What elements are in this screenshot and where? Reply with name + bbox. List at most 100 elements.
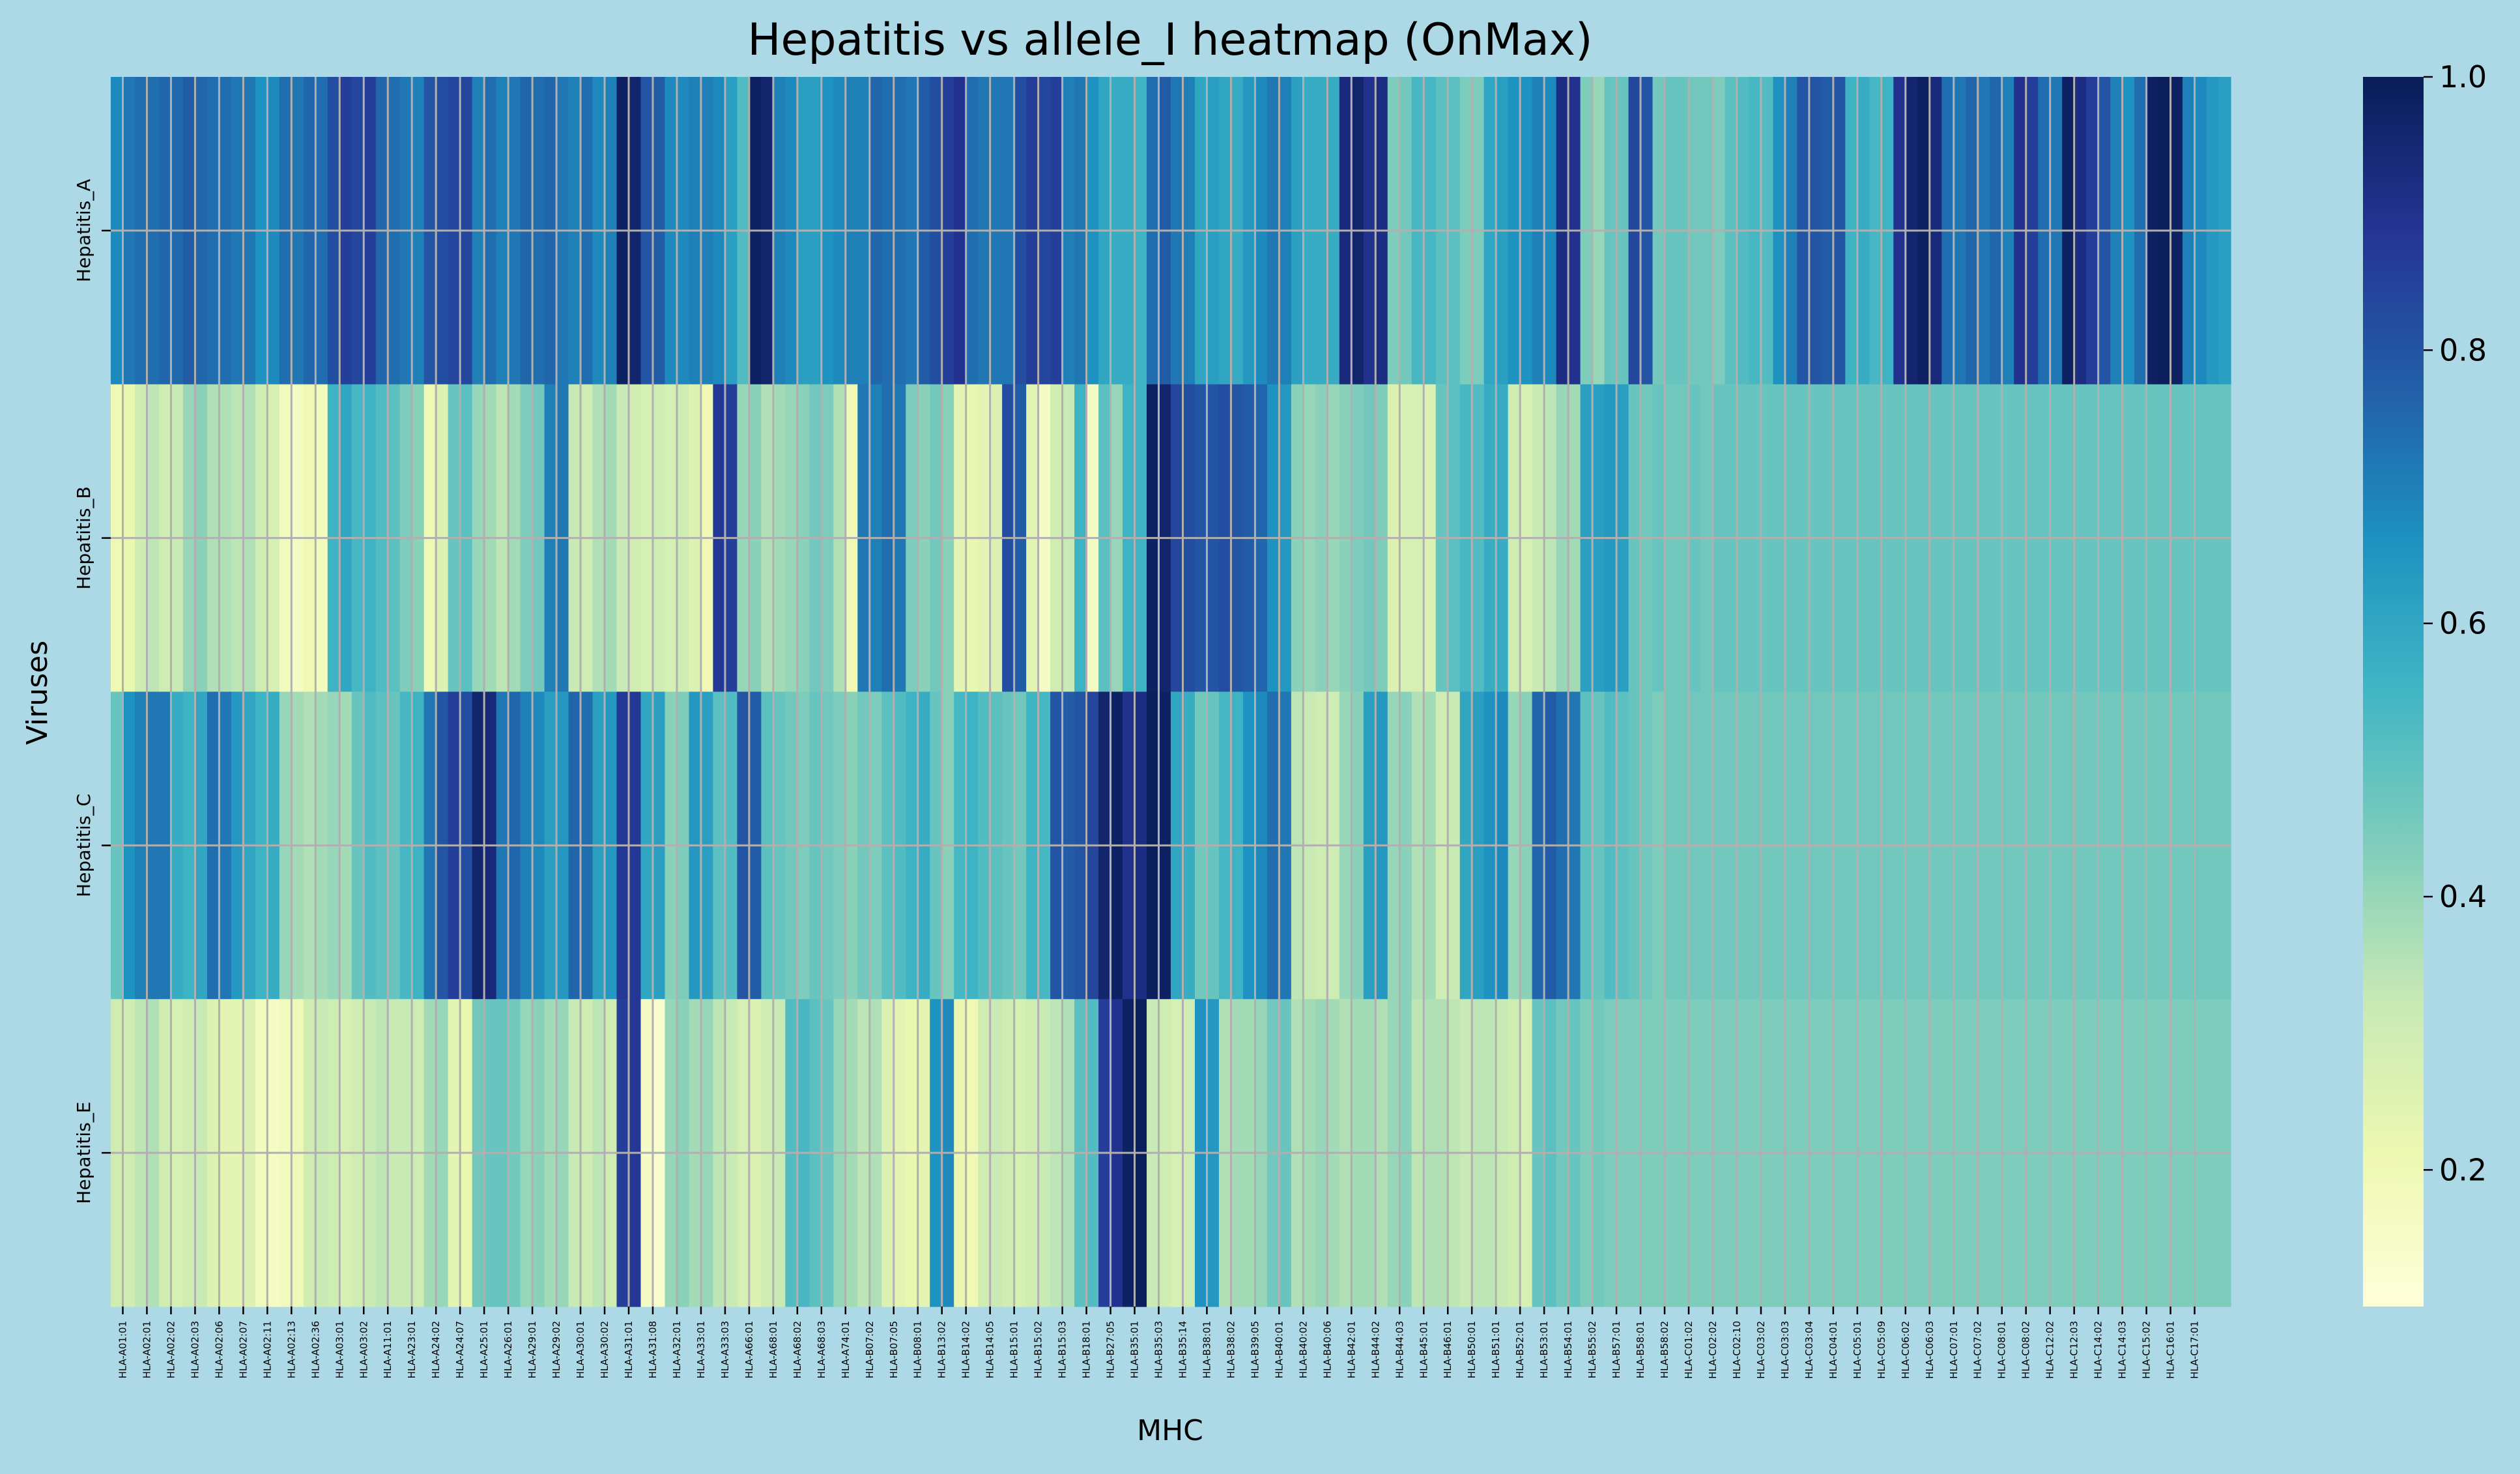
x-tick-label: HLA-A23:01: [406, 1321, 418, 1378]
x-tick-label: HLA-A03:01: [334, 1321, 345, 1378]
colorbar-tick-label: 0.2: [2439, 1152, 2487, 1187]
x-tick-label: HLA-A32:01: [671, 1321, 683, 1378]
x-tick-label: HLA-B38:01: [1201, 1321, 1212, 1378]
x-tick-label: HLA-C06:03: [1924, 1321, 1936, 1379]
x-tick-label: HLA-A02:01: [141, 1321, 152, 1378]
x-tick-label: HLA-B40:02: [1297, 1321, 1309, 1378]
x-tick-label: HLA-A02:03: [189, 1321, 201, 1378]
x-tick-label: HLA-B50:01: [1466, 1321, 1478, 1378]
x-tick-label: HLA-C14:03: [2117, 1321, 2128, 1379]
x-tick-label: HLA-C14:02: [2093, 1321, 2104, 1379]
x-tick-label: HLA-B38:02: [1225, 1321, 1237, 1378]
x-tick-label: HLA-B15:02: [1033, 1321, 1044, 1378]
x-tick-label: HLA-C03:03: [1779, 1321, 1791, 1379]
x-tick-label: HLA-A11:01: [382, 1321, 394, 1378]
x-tick-label: HLA-A31:08: [647, 1321, 659, 1378]
y-tick-label: Hepatitis_C: [73, 794, 94, 897]
x-tick-label: HLA-C07:01: [1948, 1321, 1960, 1379]
x-tick-label: HLA-B54:01: [1562, 1321, 1574, 1378]
x-tick-label: HLA-C15:02: [2141, 1321, 2153, 1379]
x-tick-label: HLA-B51:01: [1490, 1321, 1502, 1378]
x-tick-label: HLA-B46:01: [1442, 1321, 1453, 1378]
x-tick-label: HLA-B35:14: [1177, 1321, 1188, 1378]
x-tick-label: HLA-B14:02: [960, 1321, 972, 1378]
x-tick-label: HLA-B07:05: [888, 1321, 900, 1378]
colorbar-tick-label: 0.8: [2439, 332, 2487, 368]
x-tick-label: HLA-C16:01: [2165, 1321, 2177, 1379]
x-tick-label: HLA-A33:03: [719, 1321, 731, 1378]
colorbar-tick-label: 0.4: [2439, 879, 2487, 914]
x-tick-label: HLA-A25:01: [478, 1321, 490, 1378]
x-tick-label: HLA-A29:01: [526, 1321, 538, 1378]
x-tick-label: HLA-B44:03: [1394, 1321, 1405, 1378]
x-tick-label: HLA-A02:13: [285, 1321, 297, 1378]
x-tick-label: HLA-C08:02: [2020, 1321, 2032, 1379]
x-tick-label: HLA-A30:02: [599, 1321, 610, 1378]
x-tick-label: HLA-A03:02: [358, 1321, 369, 1378]
x-tick-label: HLA-B15:03: [1057, 1321, 1068, 1378]
x-tick-label: HLA-A24:02: [430, 1321, 442, 1378]
x-tick-label: HLA-C03:02: [1755, 1321, 1767, 1379]
x-tick-label: HLA-B13:02: [936, 1321, 948, 1378]
x-tick-label: HLA-A26:01: [502, 1321, 514, 1378]
x-tick-label: HLA-B52:01: [1514, 1321, 1526, 1378]
x-tick-label: HLA-B07:02: [864, 1321, 876, 1378]
x-axis-ticks: HLA-A01:01 HLA-A02:01 HLA-A02:02 HLA-A02:03…: [117, 1307, 2201, 1379]
x-tick-label: HLA-A02:36: [309, 1321, 321, 1378]
x-tick-label: HLA-B40:06: [1321, 1321, 1333, 1378]
x-tick-label: HLA-C08:01: [1996, 1321, 2008, 1379]
x-tick-label: HLA-B45:01: [1418, 1321, 1429, 1378]
x-tick-label: HLA-A68:02: [792, 1321, 803, 1378]
x-tick-label: HLA-A02:11: [261, 1321, 273, 1378]
x-tick-label: HLA-C12:02: [2044, 1321, 2056, 1379]
x-tick-label: HLA-C03:04: [1803, 1321, 1815, 1379]
x-tick-label: HLA-A02:07: [237, 1321, 249, 1378]
x-tick-label: HLA-A29:02: [551, 1321, 562, 1378]
x-tick-label: HLA-B57:01: [1611, 1321, 1622, 1378]
x-tick-label: HLA-B15:01: [1009, 1321, 1020, 1378]
x-tick-label: HLA-A33:01: [695, 1321, 707, 1378]
colorbar-tick-label: 1.0: [2439, 59, 2487, 94]
x-tick-label: HLA-A02:02: [165, 1321, 177, 1378]
x-tick-label: HLA-C05:09: [1876, 1321, 1887, 1379]
x-tick-label: HLA-A30:01: [575, 1321, 586, 1378]
x-tick-label: HLA-A01:01: [117, 1321, 128, 1378]
x-tick-label: HLA-A02:06: [213, 1321, 225, 1378]
x-tick-label: HLA-A74:01: [840, 1321, 852, 1378]
x-tick-label: HLA-B08:01: [912, 1321, 924, 1378]
x-tick-label: HLA-B14:05: [984, 1321, 996, 1378]
y-tick-label: Hepatitis_B: [73, 486, 94, 590]
x-tick-label: HLA-C04:01: [1827, 1321, 1839, 1379]
colorbar: [2363, 77, 2424, 1307]
heatmap-cells: [111, 77, 2231, 1307]
y-tick-label: Hepatitis_E: [73, 1102, 94, 1204]
x-tick-label: HLA-C02:02: [1707, 1321, 1719, 1379]
x-tick-label: HLA-B55:02: [1586, 1321, 1598, 1378]
colorbar-tick-label: 0.6: [2439, 606, 2487, 641]
colorbar-ticks: 0.2 0.4 0.6 0.8 1.0: [2424, 59, 2487, 1187]
x-tick-label: HLA-A31:01: [623, 1321, 635, 1378]
chart-title: Hepatitis vs allele_I heatmap (OnMax): [747, 14, 1592, 66]
x-axis-label: MHC: [1137, 1414, 1203, 1447]
y-tick-label: Hepatitis_A: [73, 179, 94, 282]
y-axis-label: Viruses: [21, 641, 54, 745]
x-tick-label: HLA-B40:01: [1273, 1321, 1285, 1378]
x-tick-label: HLA-C06:02: [1900, 1321, 1911, 1379]
x-tick-label: HLA-B35:03: [1153, 1321, 1165, 1378]
x-tick-label: HLA-C12:03: [2069, 1321, 2080, 1379]
x-tick-label: HLA-A24:07: [454, 1321, 466, 1378]
x-tick-label: HLA-B53:01: [1538, 1321, 1550, 1378]
heatmap-grid: [111, 77, 2231, 1307]
y-axis-ticks: Hepatitis_A Hepatitis_B Hepatitis_C Hepatit…: [73, 179, 111, 1204]
x-tick-label: HLA-C17:01: [2189, 1321, 2201, 1379]
x-tick-label: HLA-B27:05: [1105, 1321, 1117, 1378]
x-tick-label: HLA-B39:05: [1249, 1321, 1261, 1378]
x-tick-label: HLA-A68:01: [767, 1321, 779, 1378]
x-tick-label: HLA-B58:01: [1635, 1321, 1646, 1378]
x-tick-label: HLA-C02:10: [1731, 1321, 1743, 1379]
x-tick-label: HLA-A68:03: [816, 1321, 827, 1378]
x-tick-label: HLA-B58:02: [1659, 1321, 1670, 1378]
x-tick-label: HLA-B35:01: [1129, 1321, 1141, 1378]
